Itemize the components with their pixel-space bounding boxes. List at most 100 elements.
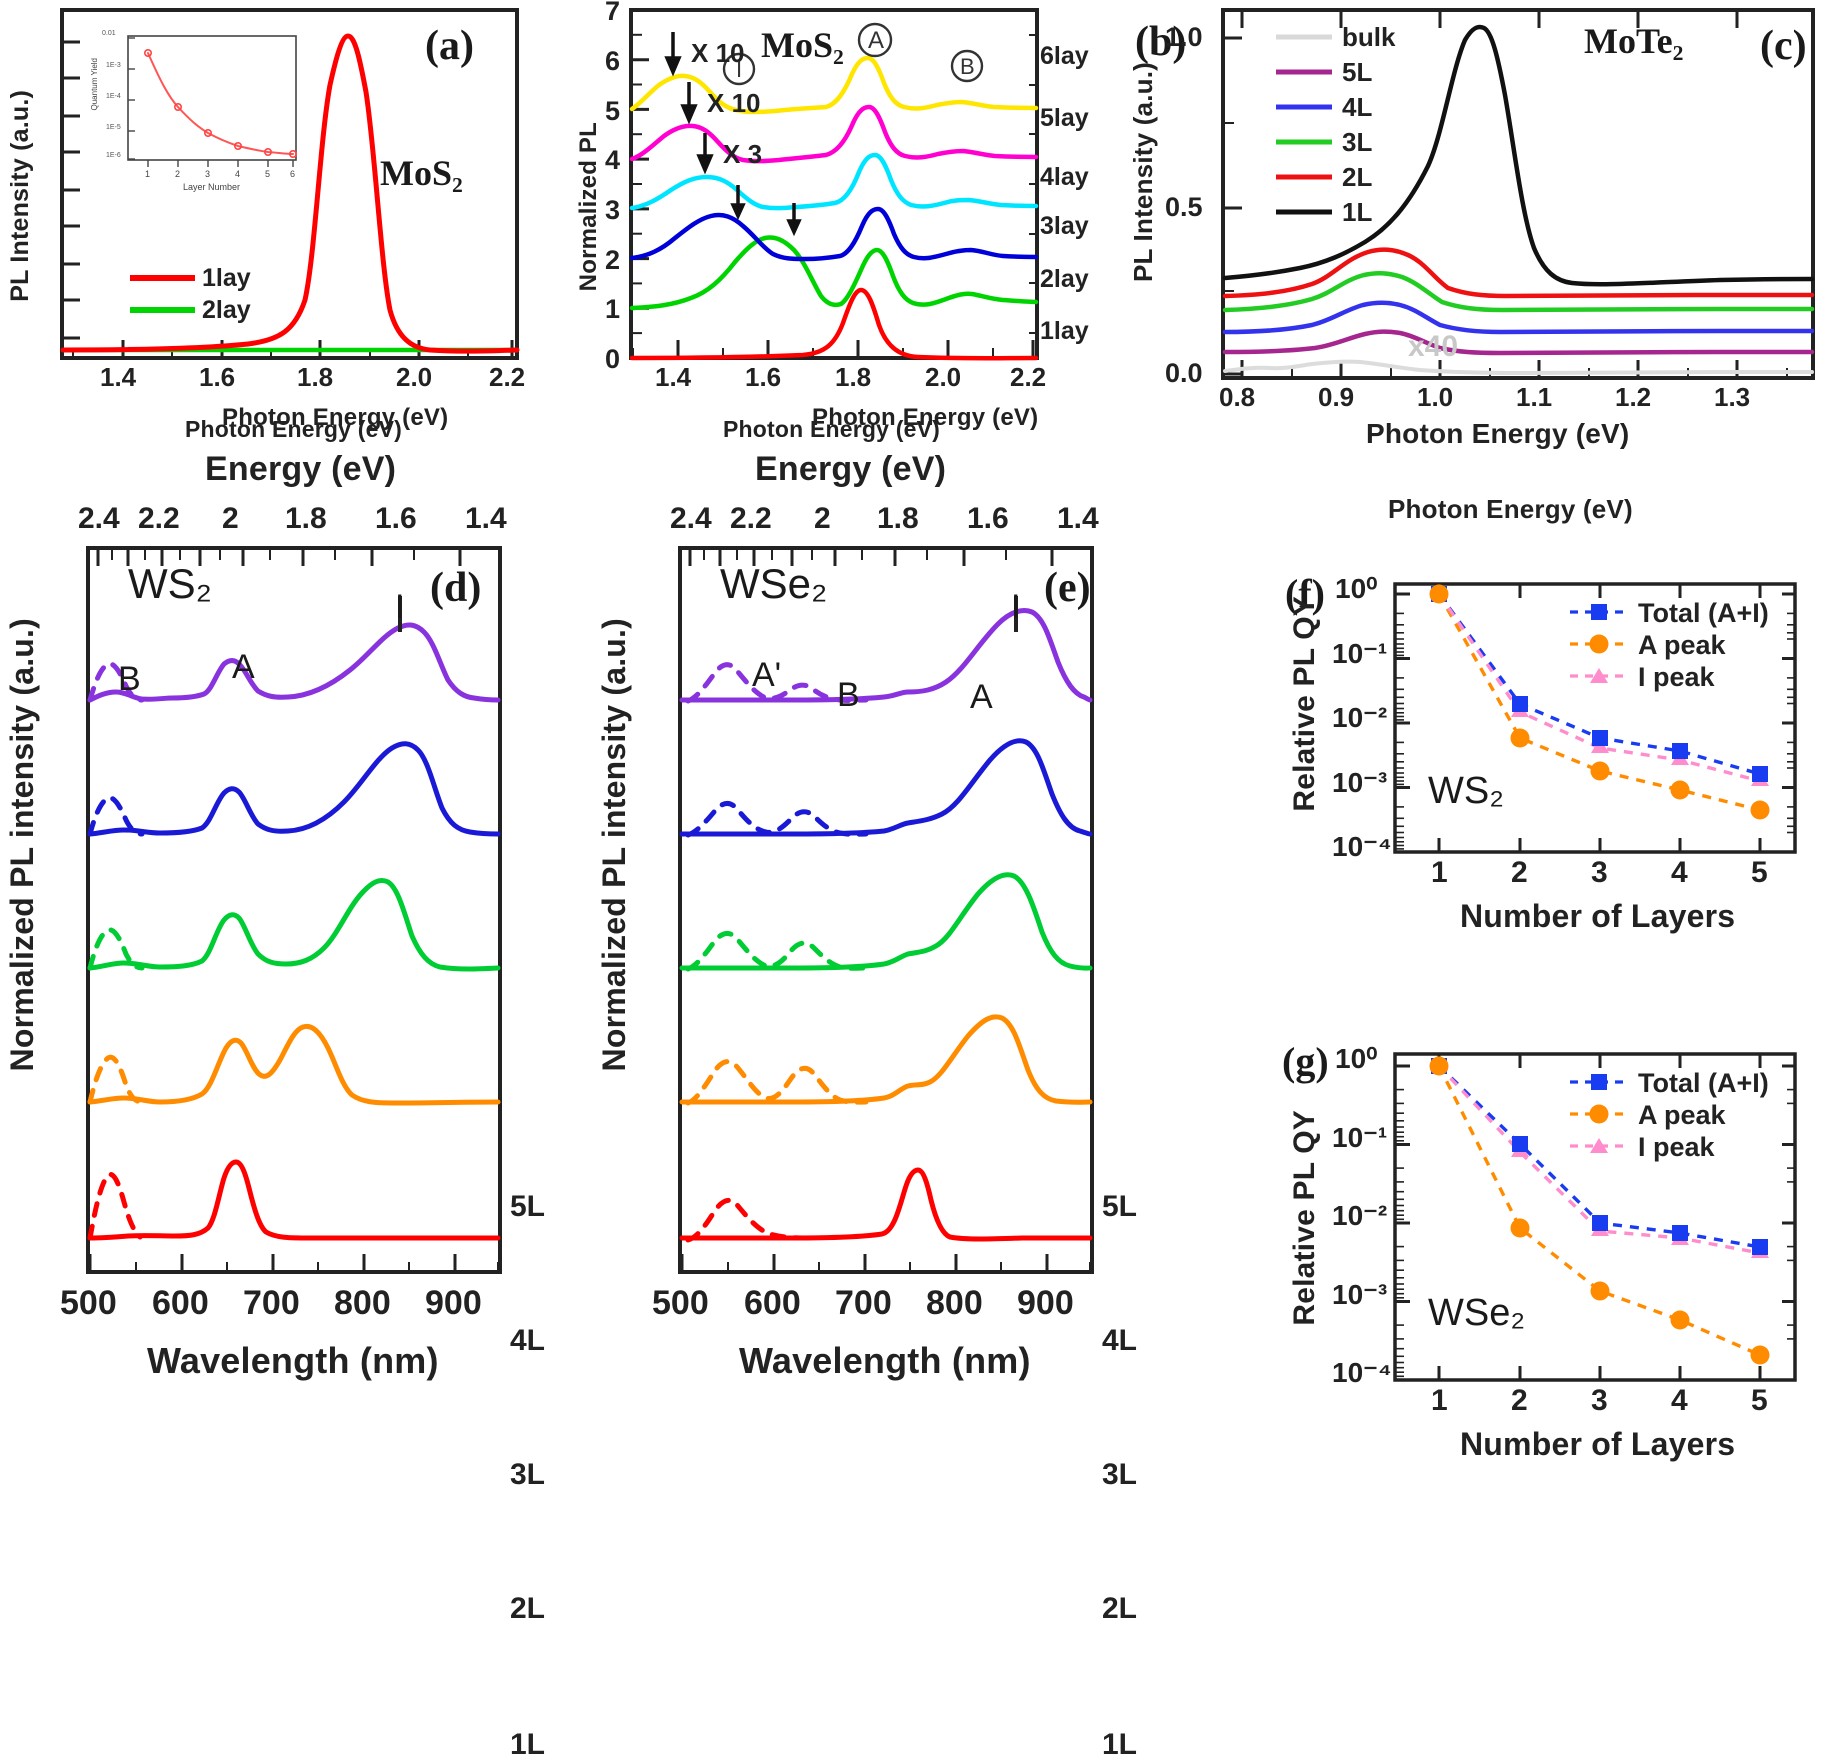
curve-c-bulk [1223, 359, 1814, 375]
panel-a-xtick-3: 1.8 [297, 362, 334, 392]
panel-d-peak-label-I: I [395, 588, 405, 626]
arrow-2lay [786, 203, 802, 237]
arrow-5lay [680, 82, 698, 125]
panel-b-peak-label-I: I [736, 57, 743, 82]
panel-d: 2.4 2.2 2 1.8 1.6 1.4 [0, 488, 620, 1761]
panel-e-peak-label-A: A [970, 678, 993, 716]
panel-c-xtick-3: 1.0 [1417, 382, 1454, 412]
panel-c-plot [1221, 8, 1815, 380]
panel-a-inset-xtick-2: 2 [175, 169, 181, 179]
panel-f-yaxis-label: Relative PL QY [1288, 596, 1321, 812]
panel-a-legend [130, 275, 195, 313]
panel-e-material-label: WSe₂ [720, 560, 828, 607]
panel-a-label: (a) [425, 23, 474, 69]
curve-c-1L [1222, 24, 1815, 287]
panel-c: 1.0 0.5 0.0 0.8 0.9 1.0 1.1 1.2 1.3 Phot… [1120, 0, 1825, 470]
panel-b: 0 1 2 3 4 5 6 7 1.4 1.6 1.8 2.0 2.2 Phot… [543, 0, 1186, 470]
curve-d-5L-solid [87, 622, 501, 703]
panel-e-xtick-5: 900 [1017, 1284, 1074, 1322]
panel-b-peak-label-A: A [868, 27, 885, 54]
panel-c-xtick-6: 1.3 [1714, 382, 1751, 412]
panel-g-legend-apeak: A peak [1638, 1100, 1726, 1130]
panel-e-curve-label-4L: 4L [1102, 1324, 1138, 1357]
panel-f-ytick-0: 10⁰ [1335, 573, 1378, 604]
panel-c-xtick-1: 0.8 [1219, 382, 1256, 412]
energy-header-mid: Energy (eV) [755, 450, 947, 488]
panel-c-legend-5L: 5L [1342, 57, 1373, 87]
panel-b-xtick-5: 2.2 [1010, 362, 1047, 392]
panel-g-ytick-3: 10⁻³ [1332, 1279, 1388, 1310]
panel-c-legend-bulk: bulk [1342, 22, 1396, 52]
panel-e-xaxis-label: Wavelength (nm) [739, 1340, 1031, 1381]
panel-c-legend-2L: 2L [1342, 162, 1373, 192]
curve-e-2L-solid [679, 1014, 1093, 1105]
panel-d-curve-label-4L: 4L [510, 1324, 546, 1357]
panel-a-inset-xtick-4: 4 [235, 169, 241, 179]
panel-g-legend-total: Total (A+I) [1638, 1068, 1769, 1098]
panel-e: 2.4 2.2 2 1.8 1.6 1.4 [592, 488, 1212, 1761]
panel-e-top-tick-3: 2 [814, 502, 831, 535]
panel-b-plot [629, 8, 1039, 361]
panel-a-inset-xtick-5: 5 [265, 169, 271, 179]
panel-f-xtick-3: 3 [1591, 856, 1608, 889]
panel-a-legend-item-2lay: 2lay [202, 296, 251, 324]
panel-b-ytick-4: 4 [605, 145, 621, 175]
panel-e-xtick-4: 800 [926, 1284, 983, 1322]
panel-d-yaxis-label: Normalized PL intensity (a.u.) [4, 618, 40, 1072]
panel-f-ytick-1: 10⁻¹ [1332, 638, 1388, 669]
panel-c-label: (c) [1760, 23, 1807, 69]
panel-b-ytick-3: 3 [605, 195, 621, 225]
curve-c-4L [1222, 300, 1815, 335]
panel-a-xtick-5: 2.2 [489, 362, 526, 392]
panel-b-ytick-1: 1 [605, 294, 621, 324]
curve-d-3L-solid [87, 877, 501, 972]
panel-b-xtick-3: 1.8 [835, 362, 872, 392]
panel-c-xtick-2: 0.9 [1318, 382, 1355, 412]
curve-e-1L-dashed [685, 1197, 813, 1243]
panel-b-ytick-2: 2 [605, 245, 621, 275]
panel-f: Photon Energy (eV) (f) [1210, 488, 1825, 934]
panel-d-top-tick-3: 2 [222, 502, 239, 535]
panel-g-ytick-4: 10⁻⁴ [1332, 1357, 1392, 1388]
panel-e-curve-label-5L: 5L [1102, 1190, 1138, 1223]
panel-b-curve-label-4lay: 4lay [1040, 163, 1089, 191]
panel-a-inset-plot [127, 35, 298, 167]
panel-d-curve-label-5L: 5L [510, 1190, 546, 1223]
panel-c-ytick-00: 0.0 [1165, 358, 1203, 388]
panel-d-plot [86, 546, 502, 1274]
panel-d-top-tick-6: 1.4 [465, 502, 507, 535]
panel-d-top-sublabel: Photon Energy (eV) [222, 404, 449, 431]
panel-f-top-sublabel: Photon Energy (eV) [1388, 494, 1633, 524]
panel-e-peak-label-Aprime: A' [752, 656, 782, 694]
panel-b-arrows [664, 32, 802, 237]
panel-e-curve-label-3L: 3L [1102, 1458, 1138, 1491]
panel-b-label: (b) [1135, 19, 1187, 65]
panel-a-inset-xtick-6: 6 [290, 169, 296, 179]
panel-c-legend-lines [1276, 34, 1332, 215]
curve-b-1lay [629, 287, 1039, 361]
panel-d-xtick-5: 900 [425, 1284, 482, 1322]
panel-f-ytick-3: 10⁻³ [1332, 767, 1388, 798]
panel-d-xaxis-label: Wavelength (nm) [147, 1340, 439, 1381]
panel-g-xtick-4: 4 [1671, 1384, 1688, 1417]
panel-e-xtick-2: 600 [744, 1284, 801, 1322]
panel-g-xtick-5: 5 [1751, 1384, 1768, 1417]
panel-f-xtick-4: 4 [1671, 856, 1688, 889]
panel-g-plot [1393, 1052, 1797, 1382]
arrow-3lay [730, 185, 746, 221]
panel-g-xtick-1: 1 [1431, 1384, 1448, 1417]
panel-c-ytick-05: 0.5 [1165, 192, 1203, 222]
panel-b-ytick-7: 7 [605, 0, 621, 26]
panel-c-xtick-5: 1.2 [1615, 382, 1652, 412]
panel-a-inset: 0.01 1E-3 1E-4 1E-5 1E-6 Quantum Yield 1… [88, 28, 303, 213]
curve-d-4L-dashed [87, 795, 145, 837]
panel-e-curve-label-1L: 1L [1102, 1728, 1138, 1761]
panel-c-xaxis-label: Photon Energy (eV) [1366, 418, 1630, 449]
panel-a: 1.4 1.6 1.8 2.0 2.2 Photon Energy (eV) P… [0, 0, 540, 470]
panel-e-top-tick-2: 2.2 [730, 502, 772, 535]
panel-b-curve-label-1lay: 1lay [1040, 317, 1089, 345]
panel-b-peak-marks [722, 22, 984, 86]
panel-e-top-sublabel: Photon Energy (eV) [812, 404, 1039, 431]
panel-f-legend-ipeak: I peak [1638, 662, 1715, 692]
curve-b-6lay [629, 55, 1039, 115]
